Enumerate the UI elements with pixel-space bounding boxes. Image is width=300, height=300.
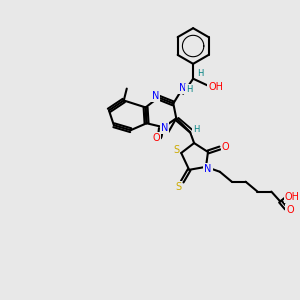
Text: H: H bbox=[186, 85, 192, 94]
Text: OH: OH bbox=[208, 82, 224, 92]
Text: OH: OH bbox=[285, 191, 300, 202]
Text: H: H bbox=[193, 125, 199, 134]
Text: O: O bbox=[286, 206, 294, 215]
Text: N: N bbox=[152, 91, 159, 100]
Text: S: S bbox=[175, 182, 181, 192]
Text: H: H bbox=[197, 69, 203, 78]
Text: N: N bbox=[204, 164, 212, 174]
Text: O: O bbox=[222, 142, 230, 152]
Text: N: N bbox=[161, 123, 168, 133]
Text: N: N bbox=[178, 82, 186, 93]
Text: O: O bbox=[153, 133, 160, 143]
Text: S: S bbox=[173, 145, 179, 155]
